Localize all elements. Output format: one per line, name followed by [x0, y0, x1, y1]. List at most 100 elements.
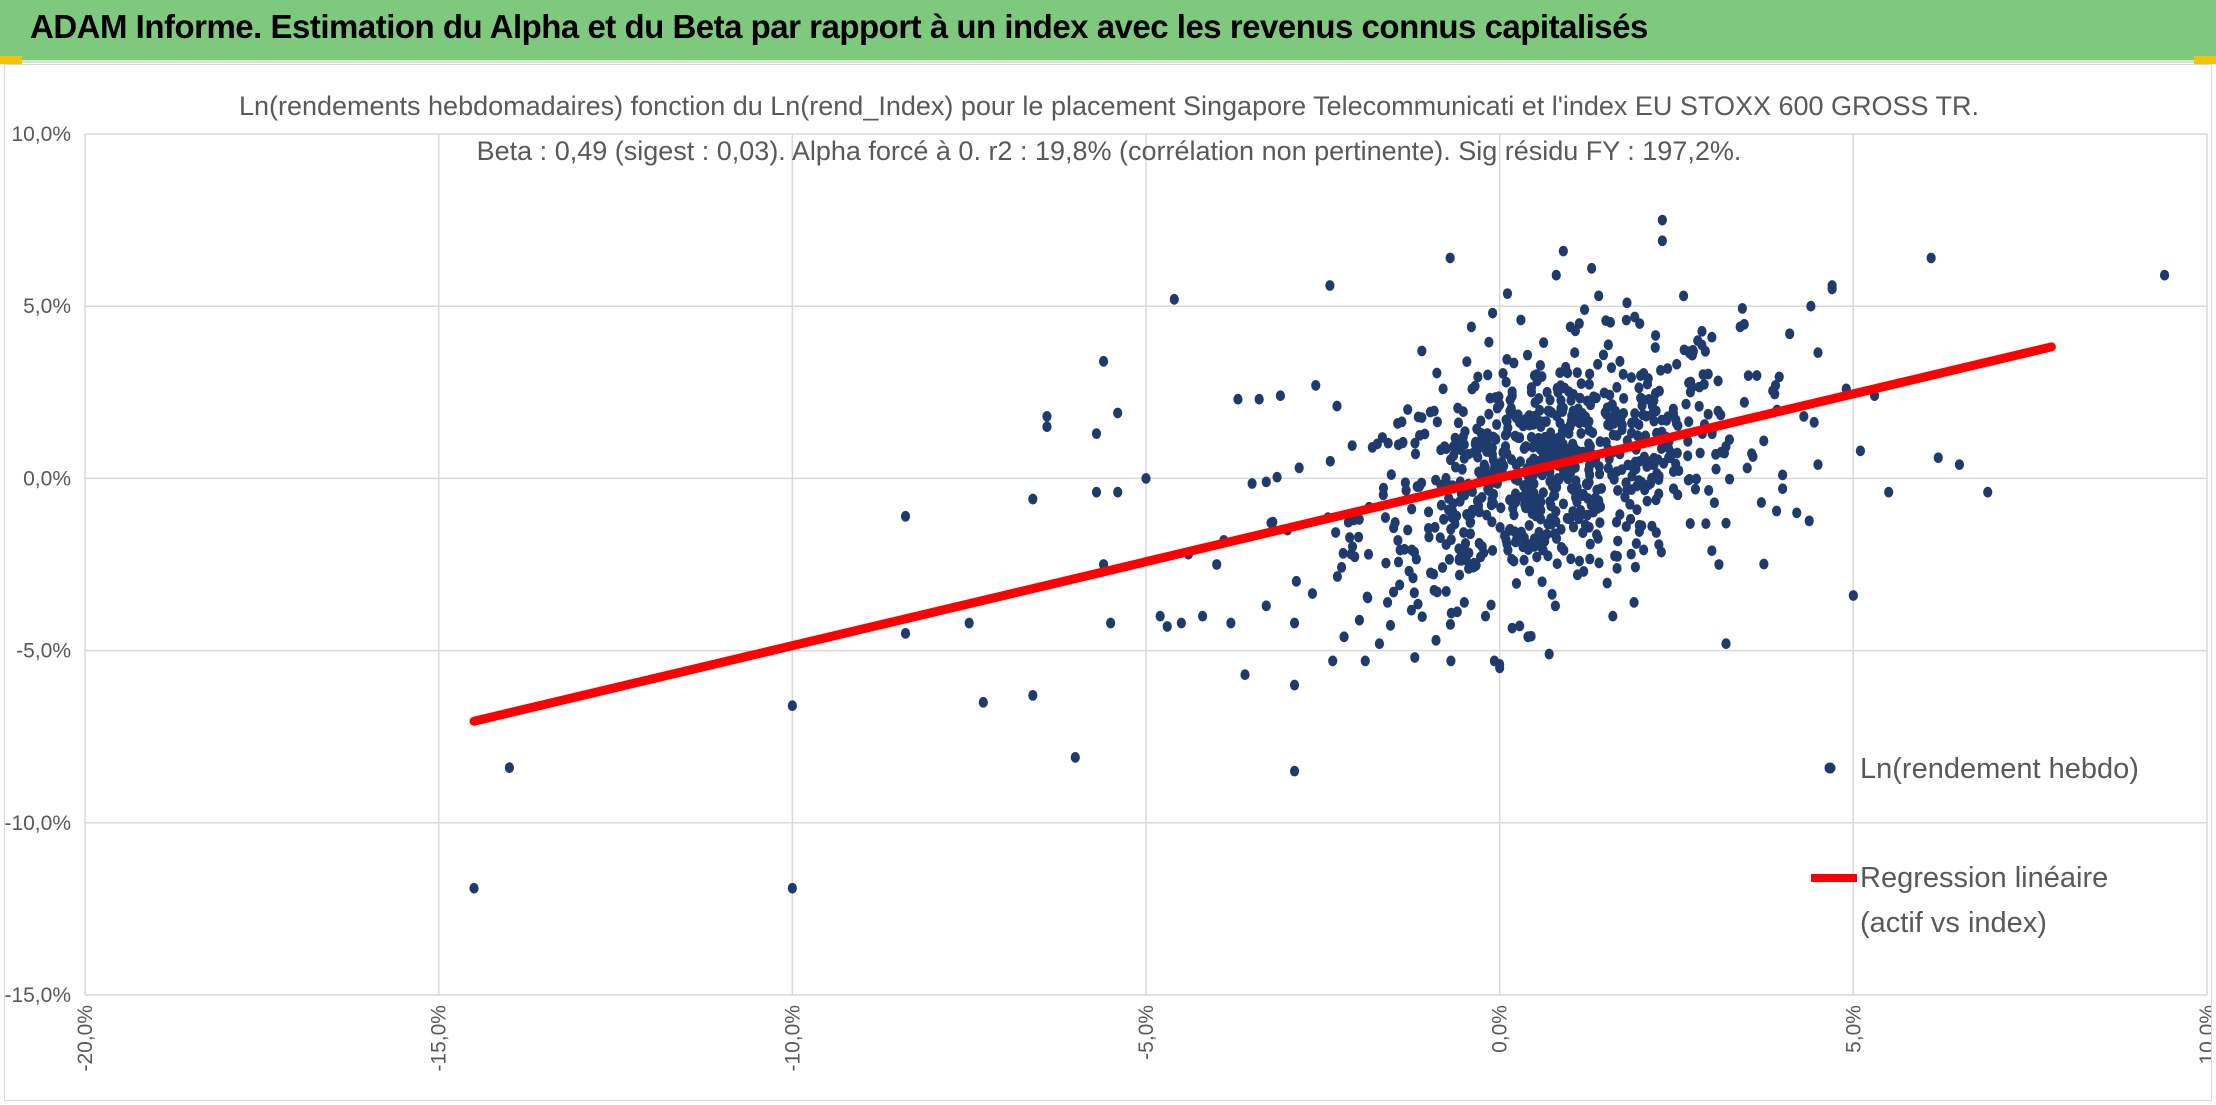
data-point — [1407, 503, 1417, 515]
data-point — [1553, 386, 1563, 398]
data-point — [1515, 620, 1525, 632]
data-point — [1510, 488, 1521, 500]
data-point — [1445, 252, 1455, 264]
data-point — [1413, 598, 1423, 610]
data-point — [1399, 543, 1410, 555]
data-point — [1536, 513, 1546, 525]
data-point — [1425, 406, 1435, 418]
data-point — [1615, 355, 1625, 367]
data-point — [1571, 475, 1581, 487]
data-point — [1603, 462, 1613, 474]
data-point — [1469, 557, 1479, 569]
data-point — [1585, 399, 1596, 411]
data-point — [1444, 554, 1454, 565]
data-point — [1595, 501, 1606, 513]
data-point — [1926, 252, 1936, 264]
data-point — [1568, 405, 1578, 417]
x-tick-label: -5,0% — [1135, 1005, 1158, 1060]
data-point — [1429, 584, 1439, 596]
data-point — [1804, 515, 1814, 527]
data-point — [1608, 429, 1618, 441]
data-point — [787, 700, 797, 712]
data-point — [1485, 392, 1495, 404]
data-point — [1713, 375, 1723, 387]
data-point — [1350, 551, 1360, 563]
data-point — [1393, 556, 1404, 568]
data-point — [1289, 617, 1300, 629]
data-point — [1141, 473, 1151, 484]
data-point — [1439, 513, 1449, 525]
data-point — [1176, 617, 1186, 629]
data-point — [1572, 367, 1582, 379]
data-point — [1536, 541, 1546, 553]
data-point — [1502, 538, 1512, 550]
data-point — [1261, 600, 1271, 612]
x-tick-label: 5,0% — [1842, 1005, 1865, 1053]
data-point — [1445, 619, 1456, 630]
data-point — [1416, 477, 1427, 489]
data-point — [1520, 499, 1530, 510]
data-point — [1476, 415, 1486, 427]
data-point — [1574, 318, 1584, 329]
data-point — [1473, 443, 1483, 454]
data-point — [1347, 440, 1357, 452]
data-point — [1707, 545, 1717, 557]
data-point — [1332, 571, 1342, 582]
data-point — [1486, 599, 1496, 611]
data-point — [1542, 386, 1552, 398]
data-point — [1480, 610, 1491, 622]
data-point — [504, 762, 514, 774]
data-point — [1721, 517, 1731, 529]
data-point — [1593, 358, 1603, 370]
gridlines — [84, 133, 2208, 996]
data-point — [1550, 528, 1560, 540]
data-point — [1605, 316, 1615, 328]
data-point — [1393, 439, 1403, 451]
data-point — [1452, 606, 1462, 618]
data-point — [1527, 508, 1537, 519]
data-point — [1694, 400, 1704, 412]
data-point — [1436, 444, 1446, 456]
data-point — [1501, 376, 1511, 388]
data-point — [1162, 621, 1172, 632]
data-point — [1113, 486, 1123, 498]
data-point — [1536, 421, 1546, 432]
data-point — [1497, 456, 1507, 468]
data-point — [1697, 339, 1707, 351]
data-point — [1467, 383, 1477, 395]
data-point — [1540, 439, 1550, 451]
data-point — [1655, 364, 1666, 376]
regression-line — [469, 342, 2056, 726]
data-point — [1549, 442, 1559, 454]
data-point — [1492, 419, 1502, 430]
data-point — [1388, 586, 1399, 598]
data-point — [1526, 386, 1537, 398]
data-point — [1585, 440, 1595, 452]
data-point — [1642, 378, 1653, 390]
data-point — [1332, 400, 1342, 412]
data-point — [1459, 596, 1469, 608]
data-point — [1617, 424, 1627, 436]
data-point — [1656, 546, 1666, 558]
data-point — [1406, 604, 1417, 616]
data-point — [1400, 477, 1410, 489]
data-point — [1685, 386, 1696, 398]
data-point — [1616, 413, 1626, 425]
data-point — [1247, 478, 1257, 489]
data-point — [1516, 314, 1526, 326]
data-point — [1576, 378, 1586, 390]
data-point — [1608, 610, 1618, 622]
data-point — [1585, 368, 1595, 380]
data-point — [1254, 393, 1264, 405]
data-point — [1547, 588, 1557, 600]
data-point — [964, 617, 974, 629]
report-title: ADAM Informe. Estimation du Alpha et du … — [30, 8, 1648, 45]
data-point — [1742, 462, 1752, 474]
data-point — [1632, 504, 1642, 516]
data-point — [1477, 491, 1487, 503]
data-point — [1770, 388, 1780, 400]
data-point — [1474, 506, 1484, 518]
data-point — [1558, 498, 1569, 510]
data-point — [1446, 523, 1456, 535]
data-point — [1711, 463, 1721, 475]
